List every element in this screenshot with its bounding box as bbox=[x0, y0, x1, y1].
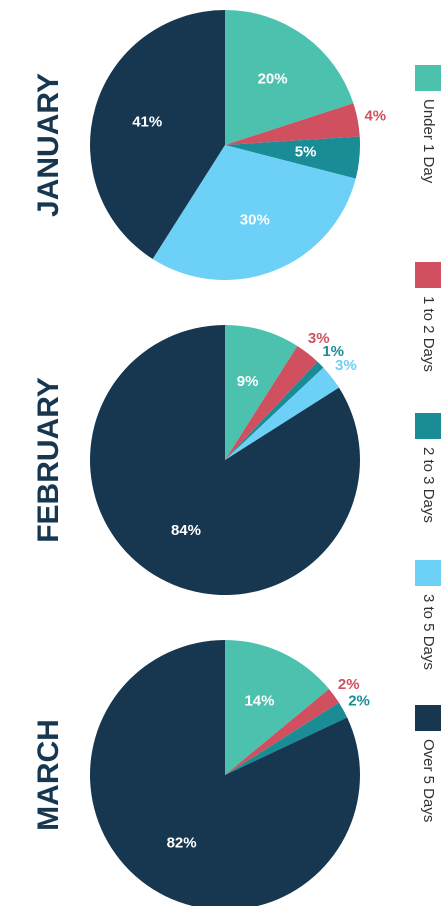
data-label: 30% bbox=[240, 211, 270, 228]
pie-slice bbox=[225, 10, 354, 145]
data-label: 84% bbox=[171, 522, 201, 539]
legend-label: Over 5 Days bbox=[420, 739, 437, 822]
pie-slice bbox=[225, 325, 298, 460]
data-label: 14% bbox=[244, 693, 274, 710]
data-label: 2% bbox=[348, 692, 370, 709]
pie-slice bbox=[225, 367, 339, 460]
chart-title: MARCH bbox=[32, 719, 65, 831]
legend-label: 3 to 5 Days bbox=[420, 594, 437, 670]
pie-slice bbox=[90, 640, 360, 906]
data-label: 2% bbox=[338, 676, 360, 693]
data-label: 3% bbox=[308, 330, 330, 347]
legend-swatch bbox=[415, 560, 441, 586]
legend-swatch bbox=[415, 65, 441, 91]
data-label: 41% bbox=[132, 113, 162, 130]
data-label: 5% bbox=[295, 144, 317, 161]
data-label: 3% bbox=[335, 357, 357, 374]
data-label: 1% bbox=[322, 343, 344, 360]
pie-slice bbox=[89, 10, 225, 259]
data-label: 20% bbox=[258, 70, 288, 87]
pie-slice bbox=[152, 145, 356, 281]
legend-swatch bbox=[415, 413, 441, 439]
pie-slice bbox=[225, 639, 330, 775]
pie-slice bbox=[225, 346, 318, 460]
data-label: 9% bbox=[237, 373, 259, 390]
legend-label: 1 to 2 Days bbox=[420, 296, 437, 372]
chart-title: FEBRUARY bbox=[32, 377, 65, 543]
data-label: 82% bbox=[167, 834, 197, 851]
pie-slice bbox=[90, 324, 361, 595]
data-label: 4% bbox=[364, 107, 386, 124]
pie-slice bbox=[225, 361, 324, 460]
pie-slice bbox=[225, 136, 360, 179]
legend-label: Under 1 Day bbox=[420, 99, 437, 184]
pie-slice bbox=[225, 702, 348, 775]
legend-label: 2 to 3 Days bbox=[420, 447, 437, 523]
pie-slice bbox=[225, 688, 339, 775]
chart-title: JANUARY bbox=[32, 73, 65, 217]
legend-swatch bbox=[415, 705, 441, 731]
pie-slice bbox=[225, 103, 360, 145]
legend-swatch bbox=[415, 262, 441, 288]
